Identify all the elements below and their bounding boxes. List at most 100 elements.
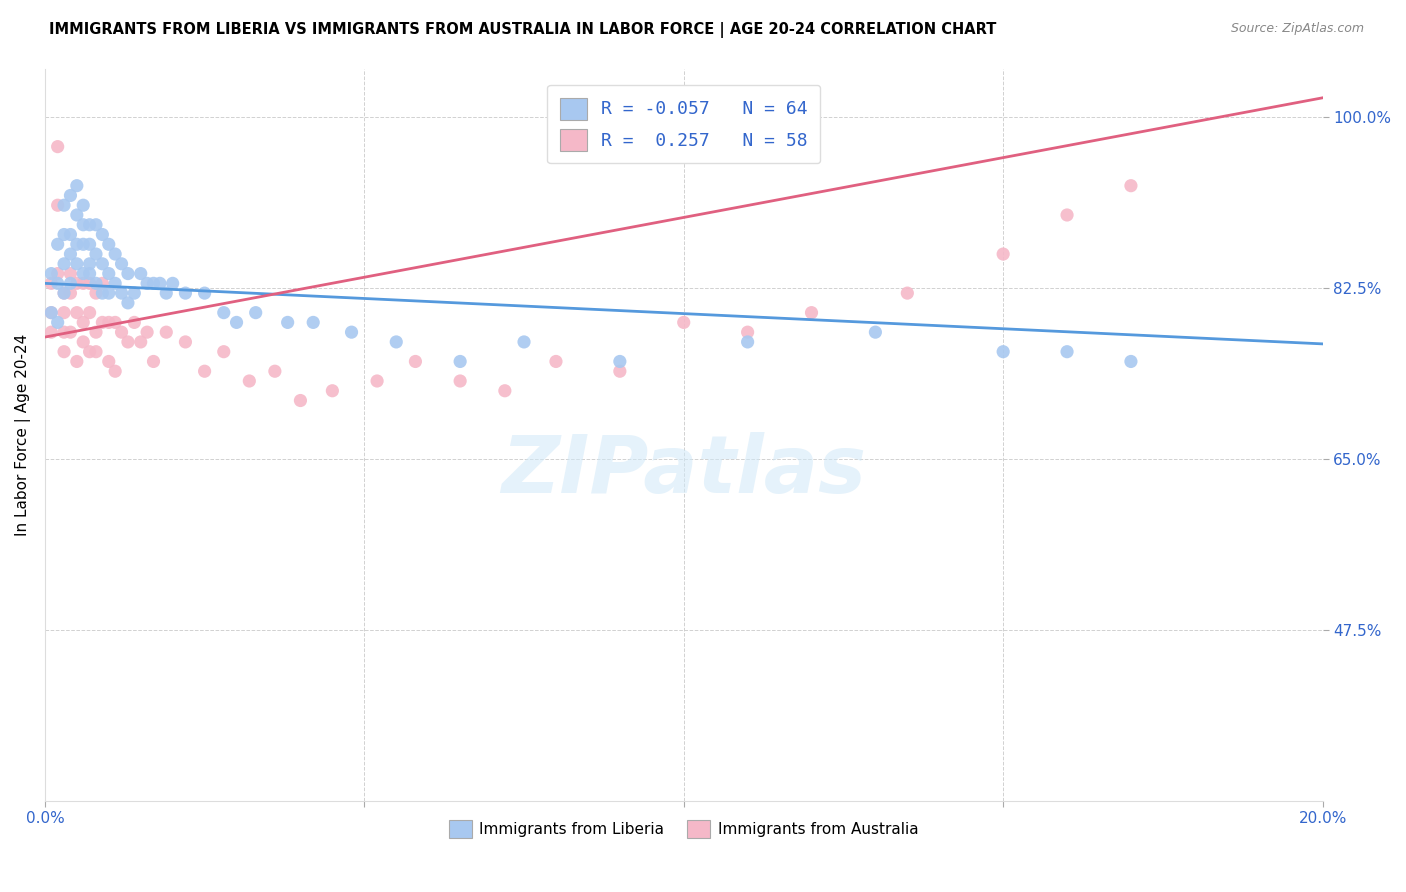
Point: [110, 257, 132, 271]
Point: [290, 393, 312, 408]
Text: Source: ZipAtlas.com: Source: ZipAtlas.com: [1230, 22, 1364, 36]
Point: [865, 325, 887, 339]
Point: [609, 354, 631, 368]
Point: [84, 277, 107, 291]
Point: [737, 325, 759, 339]
Point: [302, 315, 325, 329]
Point: [340, 325, 363, 339]
Point: [59, 267, 82, 281]
Point: [449, 374, 471, 388]
Point: [72, 237, 94, 252]
Point: [66, 237, 89, 252]
Point: [544, 354, 567, 368]
Point: [72, 198, 94, 212]
Legend: Immigrants from Liberia, Immigrants from Australia: Immigrants from Liberia, Immigrants from…: [443, 814, 925, 845]
Point: [97, 286, 120, 301]
Point: [59, 325, 82, 339]
Point: [39, 305, 62, 319]
Point: [104, 247, 127, 261]
Point: [39, 277, 62, 291]
Point: [53, 286, 76, 301]
Point: [404, 354, 426, 368]
Point: [46, 198, 69, 212]
Point: [991, 247, 1014, 261]
Point: [1119, 354, 1142, 368]
Point: [59, 286, 82, 301]
Point: [91, 257, 114, 271]
Point: [800, 305, 823, 319]
Point: [162, 277, 184, 291]
Point: [264, 364, 287, 378]
Point: [66, 208, 89, 222]
Point: [142, 277, 165, 291]
Point: [66, 305, 89, 319]
Point: [53, 325, 76, 339]
Point: [59, 247, 82, 261]
Point: [53, 344, 76, 359]
Point: [149, 277, 172, 291]
Point: [124, 315, 146, 329]
Point: [142, 354, 165, 368]
Point: [84, 344, 107, 359]
Point: [84, 247, 107, 261]
Point: [277, 315, 299, 329]
Point: [46, 139, 69, 153]
Point: [129, 267, 152, 281]
Point: [129, 334, 152, 349]
Point: [174, 334, 197, 349]
Point: [79, 277, 101, 291]
Point: [238, 374, 260, 388]
Point: [212, 305, 235, 319]
Point: [53, 257, 76, 271]
Point: [104, 364, 127, 378]
Point: [97, 354, 120, 368]
Point: [97, 267, 120, 281]
Point: [59, 277, 82, 291]
Point: [1056, 208, 1078, 222]
Point: [79, 305, 101, 319]
Point: [46, 315, 69, 329]
Point: [174, 286, 197, 301]
Point: [59, 227, 82, 242]
Point: [53, 286, 76, 301]
Point: [53, 305, 76, 319]
Point: [609, 364, 631, 378]
Point: [39, 325, 62, 339]
Point: [53, 227, 76, 242]
Point: [104, 277, 127, 291]
Point: [72, 218, 94, 232]
Point: [79, 267, 101, 281]
Point: [896, 286, 918, 301]
Point: [97, 315, 120, 329]
Point: [46, 267, 69, 281]
Point: [84, 325, 107, 339]
Point: [245, 305, 267, 319]
Point: [46, 237, 69, 252]
Point: [53, 198, 76, 212]
Point: [91, 286, 114, 301]
Point: [155, 286, 177, 301]
Point: [1056, 344, 1078, 359]
Point: [672, 315, 695, 329]
Point: [91, 277, 114, 291]
Point: [110, 286, 132, 301]
Point: [66, 257, 89, 271]
Y-axis label: In Labor Force | Age 20-24: In Labor Force | Age 20-24: [15, 334, 31, 536]
Point: [737, 334, 759, 349]
Text: IMMIGRANTS FROM LIBERIA VS IMMIGRANTS FROM AUSTRALIA IN LABOR FORCE | AGE 20-24 : IMMIGRANTS FROM LIBERIA VS IMMIGRANTS FR…: [49, 22, 997, 38]
Point: [385, 334, 408, 349]
Point: [155, 325, 177, 339]
Point: [79, 344, 101, 359]
Point: [39, 305, 62, 319]
Point: [97, 237, 120, 252]
Text: ZIPatlas: ZIPatlas: [501, 433, 866, 510]
Point: [124, 286, 146, 301]
Point: [117, 334, 139, 349]
Point: [66, 178, 89, 193]
Point: [66, 277, 89, 291]
Point: [449, 354, 471, 368]
Point: [72, 315, 94, 329]
Point: [84, 286, 107, 301]
Point: [39, 267, 62, 281]
Point: [110, 325, 132, 339]
